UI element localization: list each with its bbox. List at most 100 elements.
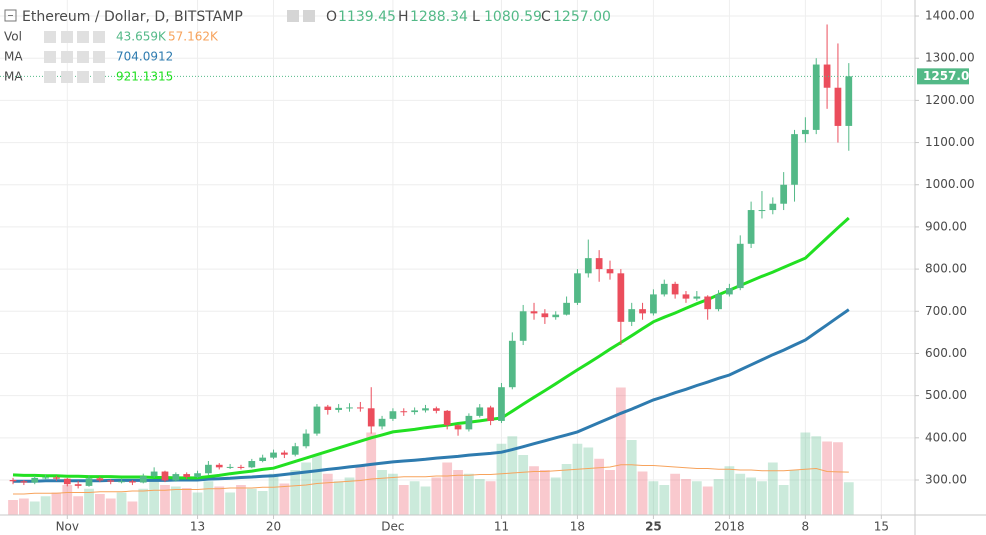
ohlc-prefix: O [326, 9, 337, 25]
candle-body [715, 294, 722, 310]
legend-header: Ethereum / Dollar, D, BITSTAMP Vol MA MA… [4, 9, 611, 84]
indicator-icon[interactable] [93, 51, 105, 63]
volume-bar [377, 470, 387, 515]
volume-bar [637, 471, 648, 515]
candle-body [736, 243, 744, 289]
indicator-icon[interactable] [77, 51, 89, 63]
volume-bar [464, 473, 474, 515]
indicator-icon[interactable] [77, 31, 89, 43]
candle-body [53, 477, 60, 479]
volume-bar [789, 470, 800, 515]
volume-bar [312, 455, 322, 515]
volume-bar [778, 485, 789, 515]
settings-icon[interactable] [287, 10, 299, 22]
x-tick-label: 20 [266, 520, 281, 534]
volume-bar [822, 441, 832, 515]
collapse-icon[interactable] [4, 9, 17, 22]
volume-bar [713, 479, 724, 515]
candle-body [769, 203, 777, 211]
candle-body [215, 464, 223, 468]
candle-body [508, 340, 516, 388]
volume-bar [246, 488, 257, 515]
indicator-icon[interactable] [61, 51, 73, 63]
indicator-icon[interactable] [93, 71, 105, 83]
candle-body [226, 466, 234, 468]
volume-bar [73, 496, 84, 515]
x-tick-label: 18 [570, 520, 585, 534]
indicator-icon[interactable] [44, 71, 56, 83]
ohlc-value: 1288.34 [410, 9, 468, 25]
x-tick-label: 8 [802, 520, 810, 534]
candle-body [400, 411, 408, 413]
indicator-icon[interactable] [61, 31, 73, 43]
volume-bar [507, 436, 518, 515]
candle-body [324, 406, 332, 410]
volume-bar [800, 432, 811, 515]
volume-bar [431, 477, 442, 515]
candle-body [780, 184, 788, 204]
plot [0, 24, 915, 489]
candle-body [118, 481, 125, 483]
volume-bar [561, 464, 572, 515]
indicator-icon[interactable] [44, 51, 56, 63]
volume-bar [236, 485, 246, 515]
candle-body [519, 311, 527, 341]
volume-bar [279, 483, 290, 515]
y-tick-label: 600.00 [925, 346, 967, 360]
candle-body [628, 309, 636, 322]
indicator-icon[interactable] [44, 31, 56, 43]
volume-bar [160, 485, 170, 515]
volume-bar [40, 496, 51, 515]
volume-bar [94, 494, 105, 515]
axes: 300.00 400.00 500.00 600.00 700.00 800.00 900.… [56, 9, 978, 534]
volume-bar [659, 485, 670, 515]
candle-body [129, 481, 136, 483]
settings-icon[interactable] [303, 10, 315, 22]
indicator-icon[interactable] [77, 71, 89, 83]
last-price-label: 1257.00 [923, 69, 978, 83]
y-tick-label: 400.00 [925, 430, 967, 444]
volume-bar [333, 481, 344, 515]
candle-body [595, 258, 603, 270]
indicator-icon[interactable] [93, 31, 105, 43]
candle-body [31, 477, 39, 483]
volume-bar [366, 432, 377, 515]
volume-bar [670, 473, 681, 515]
candle-body [281, 452, 288, 455]
ohlc-prefix: L [472, 9, 480, 25]
candle-body [411, 410, 418, 413]
candle-body [682, 294, 690, 299]
volume-bar [149, 481, 160, 515]
volume-bar [268, 473, 279, 515]
volume-bar [322, 473, 333, 515]
symbol-title: Ethereum / Dollar, D, BITSTAMP [22, 9, 243, 25]
candle-body [552, 314, 560, 318]
volume-bar [583, 447, 594, 515]
candle-body [487, 407, 494, 421]
candle-body [823, 64, 831, 88]
candle-body [63, 478, 71, 485]
ohlc-prefix: C [541, 9, 551, 25]
volume-bar [138, 488, 149, 515]
candle-body [74, 484, 82, 486]
volume-bar [615, 387, 626, 515]
y-tick-label: 500.00 [925, 388, 967, 402]
candle-body [704, 296, 712, 310]
candle-body [356, 407, 364, 409]
candle-body [726, 288, 733, 295]
volume-bar [757, 481, 767, 515]
y-tick-label: 800.00 [925, 262, 967, 276]
volume-bar [420, 486, 431, 515]
candle-body [574, 273, 581, 303]
volume-bar [290, 470, 301, 515]
indicator-icon[interactable] [61, 71, 73, 83]
ma-line [13, 308, 850, 483]
candle-body [96, 478, 104, 481]
volume-bar [702, 486, 713, 515]
volume-bar [225, 492, 235, 515]
candle-body [42, 477, 49, 479]
volume-bar [192, 492, 203, 515]
candle-body [639, 309, 646, 314]
volume-bar [648, 481, 659, 515]
